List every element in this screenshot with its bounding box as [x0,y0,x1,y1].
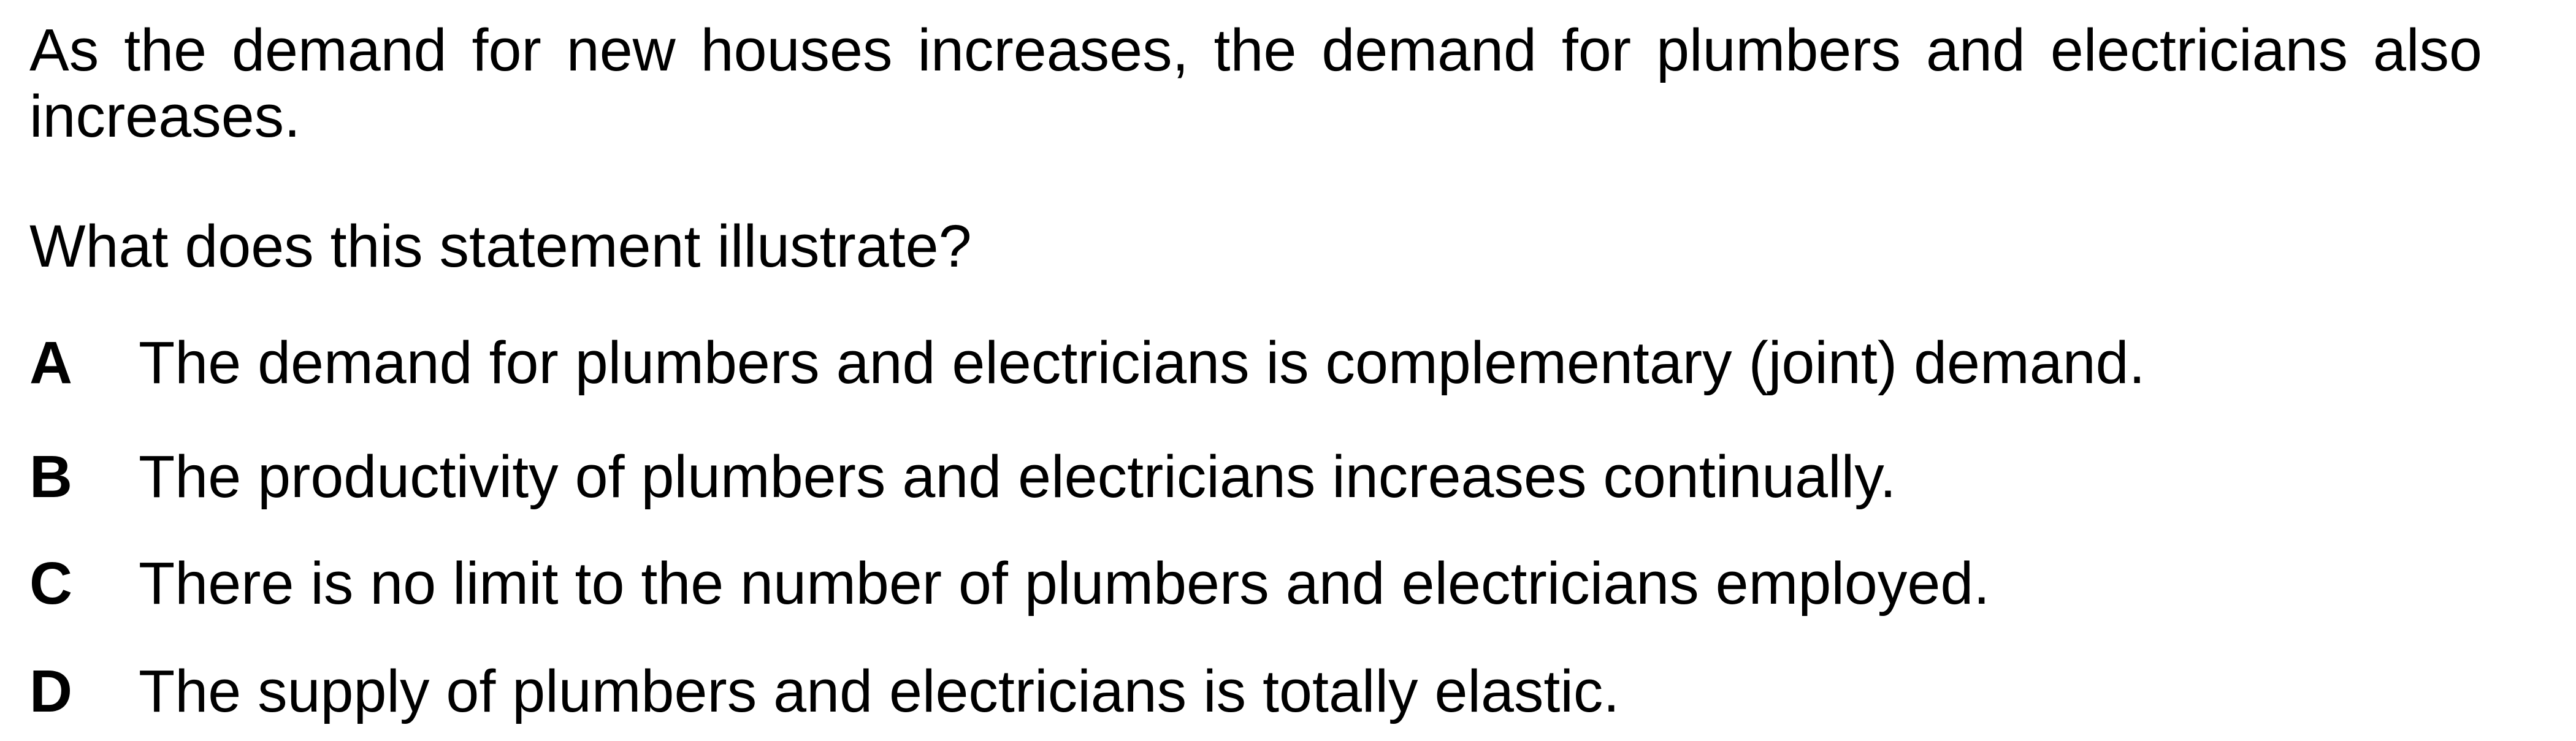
option-a-text: The demand for plumbers and electricians… [139,329,2146,396]
option-d-text: The supply of plumbers and electricians … [139,658,1620,724]
option-a-letter: A [29,329,73,396]
question-prompt: What does this statement illustrate? [29,213,972,279]
option-b-text: The productivity of plumbers and electri… [139,443,1897,510]
question-statement: As the demand for new houses increases, … [29,17,2482,150]
option-b-letter: B [29,443,73,510]
option-c-text: There is no limit to the number of plumb… [139,550,1990,617]
option-d-letter: D [29,658,73,724]
option-c-letter: C [29,550,73,617]
